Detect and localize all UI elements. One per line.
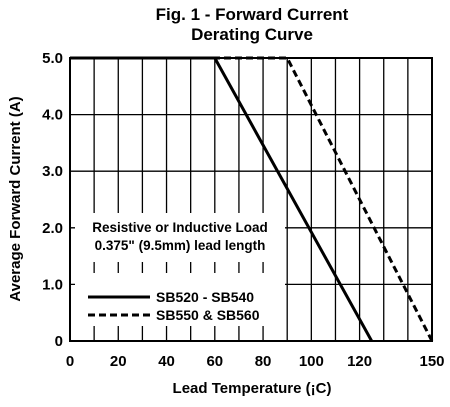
x-tick-label: 60 (206, 353, 223, 370)
annotation-background (75, 213, 285, 332)
annotation-line: 0.375" (9.5mm) lead length (95, 238, 266, 253)
chart-subtitle: Derating Curve (191, 25, 313, 44)
legend-label-1: SB520 - SB540 (156, 289, 254, 305)
y-tick-label: 3.0 (42, 163, 63, 180)
x-tick-label: 100 (299, 353, 324, 370)
y-tick-label: 0 (55, 333, 63, 350)
plot-frame (69, 57, 433, 342)
chart-title: Fig. 1 - Forward Current (156, 5, 349, 24)
y-tick-label: 2.0 (42, 220, 63, 237)
y-tick-label: 4.0 (42, 107, 63, 124)
axis-ticks: 0 20 40 60 80 100 120 150 0 1.0 2.0 3.0 4.0 5.0 (42, 50, 444, 370)
annotation-area: Resistive or Inductive Load 0.375" (9.5mm… (75, 213, 285, 332)
grid-lines (70, 58, 432, 341)
x-tick-label: 20 (110, 353, 127, 370)
x-tick-label: 40 (158, 353, 175, 370)
y-tick-label: 1.0 (42, 276, 63, 293)
legend-label-2: SB550 & SB560 (156, 307, 260, 323)
annotation-line: Resistive or Inductive Load (92, 220, 268, 235)
x-tick-label: 150 (419, 353, 444, 370)
y-axis-label: Average Forward Current (A) (7, 96, 24, 301)
y-tick-label: 5.0 (42, 50, 63, 67)
x-axis-label: Lead Temperature (¡C) (173, 380, 332, 397)
x-tick-label: 80 (255, 353, 272, 370)
x-tick-label: 120 (347, 353, 372, 370)
x-tick-label: 0 (66, 353, 74, 370)
